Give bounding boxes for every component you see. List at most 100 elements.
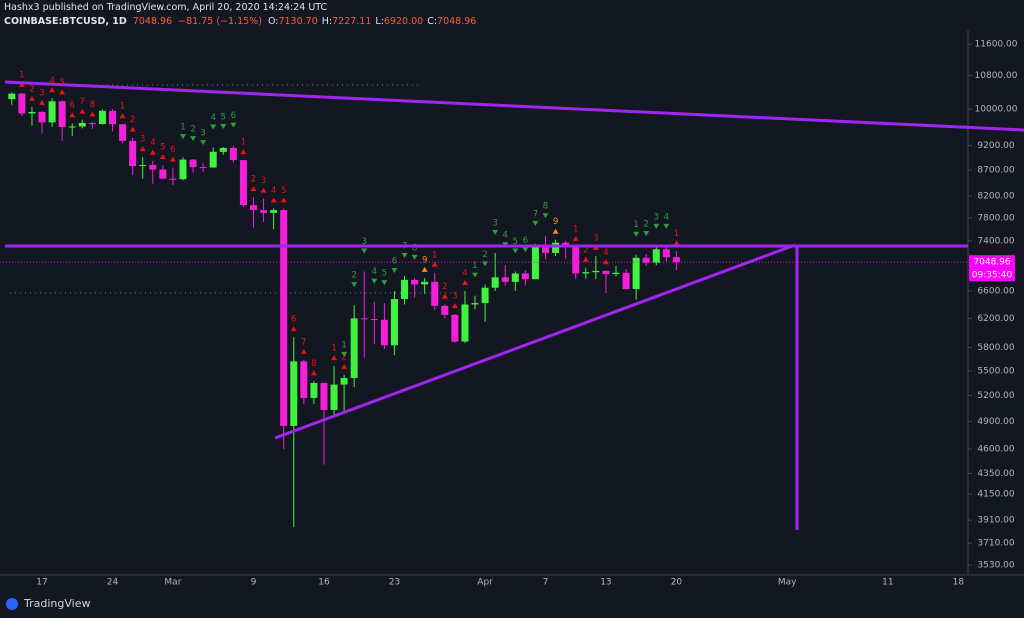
- td-marker: [643, 231, 650, 237]
- td-marker: [119, 113, 126, 119]
- ohlc-label: O:: [267, 16, 279, 27]
- td-buy-count: 7: [533, 209, 538, 219]
- candle-body: [8, 93, 16, 100]
- candle-body: [38, 111, 46, 123]
- td-buy-count: 4: [664, 212, 669, 222]
- td-buy-count: 5: [513, 237, 518, 247]
- candle-body: [471, 303, 479, 305]
- td-sell-count: 3: [261, 176, 266, 186]
- td-marker: [461, 280, 468, 286]
- td-buy-count: 8: [412, 243, 417, 253]
- td-buy-count: 5: [221, 113, 226, 123]
- candle-body: [149, 165, 157, 170]
- x-tick-label: 23: [389, 578, 400, 588]
- candle-body: [652, 249, 660, 263]
- candle-body: [491, 277, 499, 288]
- candle-body: [350, 318, 358, 379]
- td-sell-count: 2: [341, 352, 346, 362]
- td-sell-count: 4: [462, 269, 467, 279]
- symbol-line: COINBASE:BTCUSD, 1D 7048.96 −81.75 (−1.1…: [4, 16, 483, 27]
- candle-body: [451, 314, 459, 342]
- last: 7048.96: [132, 16, 173, 27]
- candle-body: [88, 122, 96, 125]
- td-marker: [59, 89, 66, 95]
- candle-body: [592, 270, 600, 273]
- plot: 11600.0010800.0010000.009200.008700.0082…: [0, 40, 1018, 588]
- y-tick-label: 8700.00: [977, 166, 1014, 176]
- td-sell-count: 3: [593, 233, 598, 243]
- td-sell-count: 4: [271, 186, 276, 196]
- x-tick-label: 24: [107, 578, 119, 588]
- td-marker: [401, 253, 408, 259]
- td-buy-count: 1: [472, 261, 477, 271]
- td-sell-count: 3: [39, 88, 44, 98]
- candle-body: [360, 318, 368, 320]
- td-buy-count: 2: [351, 271, 356, 281]
- candle-body: [441, 305, 449, 315]
- td-marker: [69, 112, 76, 118]
- candle-body: [622, 272, 630, 290]
- td-sell-count: 1: [674, 229, 679, 239]
- candle-body: [521, 273, 529, 280]
- change: −81.75 (−1.15%): [178, 16, 262, 27]
- td-marker: [310, 370, 317, 376]
- candle-body: [229, 147, 237, 161]
- td-marker: [451, 303, 458, 309]
- candle-body: [582, 272, 590, 274]
- candle-body: [642, 257, 650, 263]
- td-marker: [351, 282, 358, 288]
- td-sell-count: 7: [80, 97, 85, 107]
- td-sell-count: 1: [331, 344, 336, 354]
- td-buy-count: 8: [543, 202, 548, 212]
- candle-body: [179, 159, 187, 180]
- td-marker: [300, 348, 307, 354]
- countdown-tag: [969, 268, 1015, 282]
- td-marker: [270, 197, 277, 203]
- td-marker: [200, 140, 207, 146]
- candle-body: [461, 304, 469, 342]
- candle-body: [411, 279, 419, 285]
- td-sell-count: 9: [422, 255, 427, 265]
- candle-body: [48, 101, 56, 123]
- td-sell-count: 6: [170, 145, 175, 155]
- td-marker: [663, 223, 670, 229]
- td-marker: [139, 146, 146, 152]
- candle-body: [109, 110, 116, 125]
- y-tick-label: 7800.00: [977, 213, 1014, 223]
- candle-body: [431, 281, 439, 306]
- y-tick-label: 5800.00: [977, 343, 1014, 353]
- td-buy-count: 4: [503, 231, 508, 241]
- td-marker: [572, 235, 579, 241]
- x-tick-label: 7: [543, 578, 549, 588]
- td-sell-count: 4: [603, 248, 608, 258]
- td-marker: [159, 154, 166, 160]
- td-sell-count: 2: [130, 115, 135, 125]
- td-sell-count: 2: [583, 245, 588, 255]
- y-tick-label: 8200.00: [977, 191, 1014, 201]
- td-sell-count: 5: [281, 186, 286, 196]
- y-tick-label: 7400.00: [977, 236, 1014, 246]
- td-marker: [290, 326, 297, 332]
- x-tick-label: 13: [600, 578, 611, 588]
- candle-body: [531, 244, 539, 280]
- td-marker: [381, 280, 388, 286]
- y-tick-label: 6600.00: [977, 287, 1014, 297]
- candle-body: [310, 382, 318, 398]
- candle-body: [421, 281, 429, 285]
- y-tick-label: 5500.00: [977, 366, 1014, 376]
- td-marker: [230, 122, 237, 128]
- ohlc-value: 7227.11: [332, 16, 372, 27]
- last-price-tag: [969, 255, 1015, 269]
- td-sell-count: 1: [241, 138, 246, 148]
- candle-body: [602, 270, 610, 275]
- td-marker: [431, 261, 438, 267]
- y-tick-label: 3710.00: [977, 539, 1014, 549]
- td-sell-count: 1: [120, 102, 125, 112]
- y-tick-label: 4900.00: [977, 417, 1014, 427]
- candle-body: [239, 160, 247, 206]
- td-marker: [39, 99, 46, 105]
- logo-icon: [6, 598, 18, 610]
- y-tick-label: 10800.00: [975, 71, 1018, 81]
